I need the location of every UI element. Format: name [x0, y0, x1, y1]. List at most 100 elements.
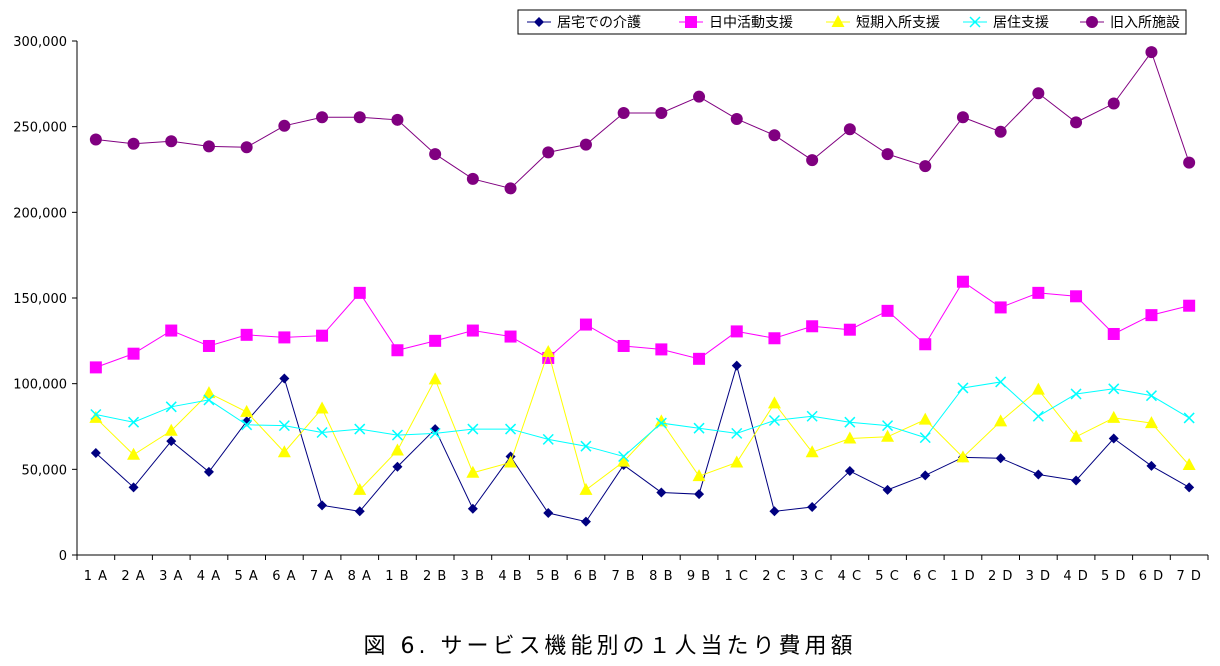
data-point: [881, 304, 894, 317]
data-point: [353, 286, 366, 299]
data-point: [353, 482, 367, 495]
data-point: [390, 443, 404, 456]
x-tick-label: 3 D: [1026, 569, 1051, 584]
x-tick-label: 1 C: [725, 569, 749, 584]
data-point: [203, 394, 215, 406]
x-tick-label: 5 C: [875, 569, 899, 584]
data-point: [919, 432, 931, 444]
data-point: [730, 455, 744, 468]
data-point: [767, 396, 781, 409]
data-point: [1108, 433, 1119, 444]
data-point: [505, 423, 517, 435]
data-point: [165, 401, 177, 413]
data-point: [579, 318, 592, 331]
x-tick-label: 7 A: [310, 569, 334, 584]
data-point: [504, 330, 517, 343]
y-tick-label: 150,000: [13, 292, 67, 307]
data-point: [391, 344, 404, 357]
data-point: [731, 427, 743, 439]
x-tick-label: 6 D: [1139, 569, 1164, 584]
data-point: [241, 416, 252, 427]
legend-item: 居住支援: [963, 15, 1049, 31]
data-point: [655, 417, 667, 429]
data-point: [730, 325, 743, 338]
data-point: [89, 361, 102, 374]
data-point: [1070, 116, 1083, 129]
y-axis-ticks: 0 50,000 100,000 150,000 200,000 250,000 300,0…: [13, 35, 77, 564]
data-point: [316, 329, 329, 342]
data-point: [957, 382, 969, 394]
data-point: [542, 146, 555, 159]
data-point: [919, 160, 932, 173]
x-tick-label: 6 B: [574, 569, 598, 584]
legend-label: 短期入所支援: [856, 15, 940, 31]
data-point: [1070, 388, 1082, 400]
data-point: [278, 420, 290, 432]
data-point: [429, 334, 442, 347]
y-tick-label: 50,000: [22, 463, 68, 478]
data-point: [806, 320, 819, 333]
data-point: [90, 448, 101, 459]
series-layer: [89, 46, 1196, 527]
data-point: [693, 90, 706, 103]
data-point: [1033, 469, 1044, 480]
data-point: [89, 410, 103, 423]
x-axis-ticks: 1 A 2 A 3 A 4 A 5 A 6 A 7 A 8 A 1 B 2 B 3 B 4 B 5 B 6…: [76, 555, 1209, 584]
data-point: [1183, 156, 1196, 169]
legend: 居宅での介護 日中活動支援 短期入所支援 居住支援 旧入所施設: [517, 9, 1187, 35]
series-line: [95, 281, 1190, 368]
data-point: [1032, 87, 1045, 100]
series-3: [90, 376, 1195, 463]
data-point: [504, 182, 517, 195]
data-point: [542, 433, 554, 445]
data-point: [655, 343, 668, 356]
data-point: [202, 386, 216, 399]
data-point: [203, 466, 214, 477]
legend-label: 居住支援: [993, 15, 1049, 31]
data-point: [541, 344, 555, 357]
data-point: [806, 154, 819, 167]
data-point: [278, 119, 291, 132]
data-point: [466, 465, 480, 478]
data-point: [467, 503, 478, 514]
data-point: [694, 489, 705, 500]
legend-label: 旧入所施設: [1110, 15, 1180, 31]
data-point: [391, 113, 404, 126]
data-point: [127, 447, 141, 460]
data-point: [1145, 46, 1158, 59]
data-point: [89, 133, 102, 146]
data-point: [580, 440, 592, 452]
data-point: [693, 422, 705, 434]
data-point: [731, 360, 742, 371]
data-point: [844, 466, 855, 477]
x-tick-label: 1 B: [385, 569, 409, 584]
data-point: [165, 135, 178, 148]
x-tick-label: 2 A: [121, 569, 145, 584]
data-point: [1108, 383, 1120, 395]
data-point: [994, 414, 1008, 427]
data-point: [391, 429, 403, 441]
data-point: [618, 450, 630, 463]
x-tick-label: 8 A: [348, 569, 372, 584]
legend-item: 短期入所支援: [826, 15, 940, 31]
line-chart: 0 50,000 100,000 150,000 200,000 250,000 300,0…: [13, 9, 1209, 584]
x-tick-label: 7 B: [611, 569, 635, 584]
x-tick-label: 5 D: [1101, 569, 1126, 584]
series-1: [89, 275, 1196, 374]
data-point: [1031, 382, 1045, 395]
x-tick-label: 4 B: [498, 569, 522, 584]
data-point: [354, 423, 366, 435]
data-point: [654, 414, 668, 427]
data-point: [128, 482, 139, 493]
x-tick-label: 4 D: [1063, 569, 1088, 584]
data-point: [1144, 416, 1158, 429]
data-point: [466, 324, 479, 337]
data-point: [128, 416, 140, 428]
data-point: [1146, 460, 1157, 471]
x-tick-label: 3 A: [159, 569, 183, 584]
data-point: [1183, 299, 1196, 312]
data-point: [1145, 390, 1157, 402]
data-point: [1107, 327, 1120, 340]
data-point: [1183, 412, 1195, 424]
data-point: [768, 129, 781, 142]
